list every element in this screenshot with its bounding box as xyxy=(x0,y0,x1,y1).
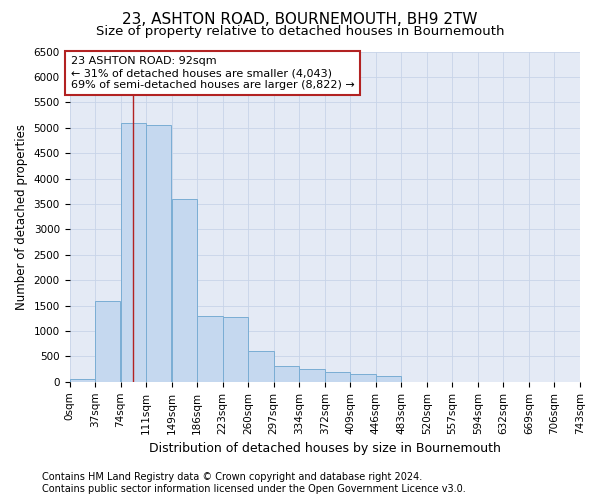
Bar xyxy=(248,352,274,382)
Text: Contains HM Land Registry data © Crown copyright and database right 2024.
Contai: Contains HM Land Registry data © Crown c… xyxy=(42,472,466,494)
Bar xyxy=(350,374,376,382)
Bar xyxy=(223,317,248,382)
Bar xyxy=(299,368,325,382)
Text: 23, ASHTON ROAD, BOURNEMOUTH, BH9 2TW: 23, ASHTON ROAD, BOURNEMOUTH, BH9 2TW xyxy=(122,12,478,28)
Bar xyxy=(274,366,299,382)
Text: Size of property relative to detached houses in Bournemouth: Size of property relative to detached ho… xyxy=(96,25,504,38)
Bar xyxy=(172,199,197,382)
Bar xyxy=(325,372,350,382)
Y-axis label: Number of detached properties: Number of detached properties xyxy=(15,124,28,310)
Bar xyxy=(197,316,223,382)
Bar xyxy=(121,122,146,382)
Bar xyxy=(146,125,172,382)
X-axis label: Distribution of detached houses by size in Bournemouth: Distribution of detached houses by size … xyxy=(149,442,501,455)
Bar xyxy=(70,379,95,382)
Text: 23 ASHTON ROAD: 92sqm
← 31% of detached houses are smaller (4,043)
69% of semi-d: 23 ASHTON ROAD: 92sqm ← 31% of detached … xyxy=(71,56,355,90)
Bar xyxy=(376,376,401,382)
Bar xyxy=(95,300,121,382)
